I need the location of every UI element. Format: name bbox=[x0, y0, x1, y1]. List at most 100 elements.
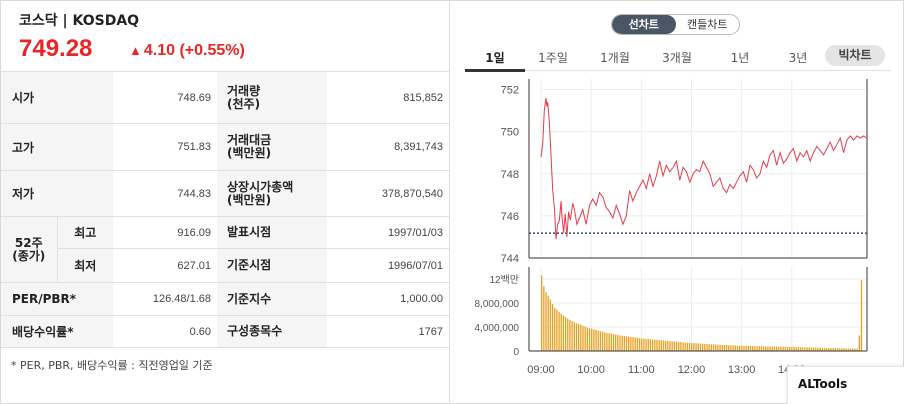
trade-value-label: 거래대금 (백만원) bbox=[217, 123, 327, 171]
stats-row-open: 시가 748.69 거래량 (천주) 815,852 bbox=[1, 71, 449, 124]
volume-value: 815,852 bbox=[327, 71, 449, 124]
volume-bar bbox=[849, 348, 852, 351]
volume-bar bbox=[658, 340, 660, 351]
volume-y-tick-label: 12백만 bbox=[489, 274, 519, 286]
stats-row-52w-low: 최저 627.01 기준시점 1996/07/01 bbox=[1, 248, 449, 283]
dividend-yield-label: 배당수익률* bbox=[1, 315, 113, 348]
volume-bar bbox=[723, 345, 726, 351]
volume-bar bbox=[752, 346, 754, 351]
volume-bar bbox=[747, 345, 749, 351]
volume-bar bbox=[843, 348, 845, 351]
volume-bar bbox=[660, 340, 662, 351]
period-tab-3y[interactable]: 3년 bbox=[788, 51, 808, 65]
volume-bar bbox=[699, 343, 702, 351]
trade-value: 8,391,743 bbox=[327, 123, 449, 171]
volume-bar bbox=[591, 328, 593, 351]
base-date-value: 1996/07/01 bbox=[327, 248, 449, 283]
volume-bar bbox=[817, 347, 819, 351]
constituents-label: 구성종목수 bbox=[217, 315, 327, 348]
big-chart-button[interactable]: 빅차트 bbox=[825, 45, 885, 66]
volume-bar bbox=[854, 348, 856, 351]
dividend-yield-value: 0.60 bbox=[113, 315, 217, 348]
x-tick-label: 13:00 bbox=[728, 364, 756, 376]
volume-bar bbox=[554, 307, 556, 351]
stats-row-dividend: 배당수익률* 0.60 구성종목수 1767 bbox=[1, 315, 449, 348]
volume-bar bbox=[541, 275, 543, 351]
line-chart-tab[interactable]: 선차트 bbox=[612, 15, 676, 34]
candle-chart-tab[interactable]: 캔들차트 bbox=[687, 18, 728, 31]
volume-bar bbox=[623, 336, 625, 351]
volume-bar bbox=[780, 346, 782, 351]
trade-value-label-line2: (백만원) bbox=[227, 146, 272, 160]
volume-bar bbox=[719, 344, 721, 351]
volume-bar bbox=[749, 346, 752, 351]
volume-bar bbox=[656, 339, 658, 351]
base-index-value: 1,000.00 bbox=[327, 282, 449, 316]
volume-bar bbox=[721, 345, 723, 351]
volume-bar bbox=[706, 344, 708, 351]
volume-bar bbox=[680, 342, 682, 351]
volume-bar bbox=[804, 347, 806, 351]
x-tick-label: 09:00 bbox=[527, 364, 555, 376]
volume-bar bbox=[614, 334, 617, 351]
volume-bar bbox=[636, 337, 639, 351]
volume-bar bbox=[560, 313, 562, 351]
volume-bar bbox=[704, 343, 706, 351]
volume-bar bbox=[593, 329, 595, 351]
volume-bar bbox=[654, 339, 656, 351]
volume-bar bbox=[793, 347, 795, 351]
volume-bar bbox=[669, 341, 671, 351]
volume-bar bbox=[575, 323, 578, 351]
volume-bar bbox=[586, 327, 588, 351]
period-tab-1w[interactable]: 1주일 bbox=[538, 51, 568, 65]
volume-bar bbox=[665, 340, 667, 351]
volume-bar bbox=[743, 345, 745, 351]
altools-panel[interactable]: ALTools bbox=[787, 366, 904, 404]
volume-bar bbox=[710, 344, 713, 351]
volume-bar bbox=[741, 345, 743, 351]
stats-row-52w-high: 52주 (종가) 최고 916.09 발표시점 1997/01/03 bbox=[1, 216, 449, 283]
open-value: 748.69 bbox=[113, 71, 217, 124]
week52-high-value: 916.09 bbox=[113, 216, 217, 249]
volume-bar bbox=[725, 345, 728, 351]
volume-bar bbox=[821, 347, 823, 351]
period-tab-1m[interactable]: 1개월 bbox=[600, 51, 630, 65]
volume-bar bbox=[819, 347, 821, 351]
week52-high-label: 최고 bbox=[56, 216, 113, 249]
volume-bar bbox=[786, 346, 789, 351]
volume-bar bbox=[556, 309, 558, 351]
volume-bar bbox=[551, 304, 554, 351]
base-date-label: 기준시점 bbox=[217, 248, 327, 283]
volume-bar bbox=[610, 333, 612, 351]
low-label: 저가 bbox=[1, 170, 113, 217]
volume-bar bbox=[797, 347, 800, 351]
period-tab-3m[interactable]: 3개월 bbox=[662, 51, 692, 65]
volume-bar bbox=[564, 316, 567, 351]
period-tab-1d[interactable]: 1일 bbox=[485, 51, 505, 65]
volume-bar bbox=[662, 340, 665, 351]
volume-bar bbox=[810, 347, 813, 351]
week52-low-label: 최저 bbox=[56, 248, 113, 283]
volume-bar bbox=[651, 339, 654, 351]
volume-bar bbox=[571, 321, 573, 351]
volume-bar bbox=[836, 348, 839, 351]
stats-row-low: 저가 744.83 상장시가총액 (백만원) 378,870,540 bbox=[1, 170, 449, 217]
volume-bar bbox=[756, 346, 758, 351]
volume-bar bbox=[584, 326, 586, 351]
price-change-value: 4.10 (+0.55%) bbox=[143, 42, 245, 59]
volume-bar bbox=[795, 347, 797, 351]
volume-bar bbox=[675, 341, 678, 351]
volume-bar bbox=[732, 345, 734, 351]
volume-bar bbox=[569, 319, 571, 351]
volume-bar bbox=[643, 338, 645, 351]
volume-bar bbox=[736, 345, 739, 351]
volume-bar bbox=[693, 343, 695, 351]
volume-bar bbox=[702, 343, 704, 351]
market-cap-label: 상장시가총액 (백만원) bbox=[217, 170, 327, 217]
period-tab-1y[interactable]: 1년 bbox=[730, 51, 750, 65]
x-tick-label: 12:00 bbox=[678, 364, 706, 376]
volume-y-tick-label: 4,000,000 bbox=[475, 323, 520, 334]
volume-bar bbox=[839, 348, 841, 351]
volume-bar bbox=[628, 336, 630, 351]
volume-bar bbox=[823, 347, 826, 351]
